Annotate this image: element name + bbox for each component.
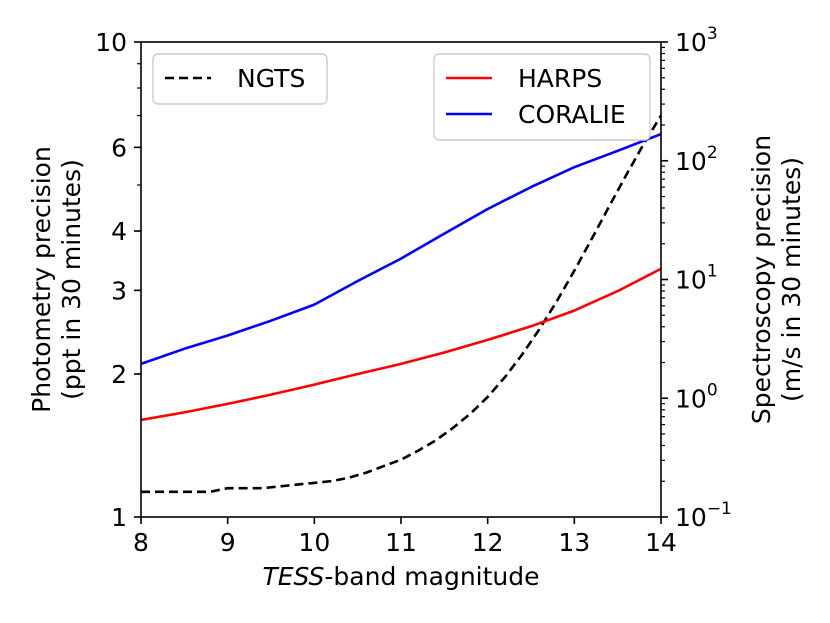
- x-tick-label: 11: [385, 528, 417, 557]
- x-axis-title-italic: TESS: [262, 562, 324, 591]
- right-tick-base: 10: [675, 384, 707, 413]
- x-tick-label: 14: [645, 528, 677, 557]
- right-tick-label: 103: [675, 24, 718, 57]
- right-axis-title-line1: Spectroscopy precision: [747, 135, 776, 424]
- right-tick-base: 10: [675, 266, 707, 295]
- legend-right: HARPS CORALIE: [433, 53, 651, 141]
- series-line-harps: [141, 267, 661, 422]
- x-axis-title-rest: -band magnitude: [324, 562, 539, 591]
- left-tick-label: 4: [111, 217, 127, 246]
- x-tick-label: 10: [298, 528, 330, 557]
- left-tick-label: 2: [111, 360, 127, 389]
- right-tick-base: 10: [675, 503, 707, 532]
- right-tick-label: 100: [675, 380, 718, 413]
- left-tick-label: 1: [111, 503, 127, 532]
- right-tick-base: 10: [675, 28, 707, 57]
- right-tick-label: 101: [675, 262, 718, 295]
- series-line-ngts: [141, 114, 661, 494]
- right-tick-exponent: 1: [707, 262, 718, 282]
- legend-label-ngts: NGTS: [237, 64, 305, 93]
- left-tick-label: 10: [95, 28, 127, 57]
- right-tick-label: 102: [675, 143, 718, 176]
- right-tick-base: 10: [675, 147, 707, 176]
- right-tick-label: 10−1: [675, 499, 732, 532]
- legend-label-coralie: CORALIE: [518, 100, 626, 129]
- x-tick-label: 9: [220, 528, 236, 557]
- x-tick-label: 8: [133, 528, 149, 557]
- right-tick-exponent: 3: [707, 24, 718, 44]
- series-line-coralie: [141, 132, 661, 366]
- plot-lines: [141, 114, 661, 494]
- x-axis-ticks: 8 9 10 11 12 13 14: [133, 517, 677, 557]
- legend-left: NGTS: [152, 53, 328, 105]
- left-axis-title: Photometry precision (ppt in 30 minutes): [27, 146, 86, 413]
- legend-box: [152, 53, 328, 105]
- right-axis-title: Spectroscopy precision (m/s in 30 minute…: [747, 135, 806, 424]
- right-tick-exponent: 0: [707, 380, 718, 400]
- x-tick-label: 13: [558, 528, 590, 557]
- left-tick-label: 6: [111, 133, 127, 162]
- legend-label-harps: HARPS: [518, 64, 602, 93]
- legend-box: [433, 53, 651, 141]
- right-tick-exponent: 2: [707, 143, 718, 163]
- left-axis-title-line1: Photometry precision: [27, 146, 56, 413]
- left-axis-title-line2: (ppt in 30 minutes): [57, 159, 86, 400]
- right-axis-title-line2: (m/s in 30 minutes): [777, 157, 806, 402]
- x-axis-title: TESS-band magnitude: [262, 562, 539, 591]
- left-tick-label: 3: [111, 276, 127, 305]
- right-tick-exponent: −1: [707, 499, 732, 519]
- x-tick-label: 12: [472, 528, 504, 557]
- left-axis-ticks: 1 2 3 4 6 10: [95, 28, 141, 532]
